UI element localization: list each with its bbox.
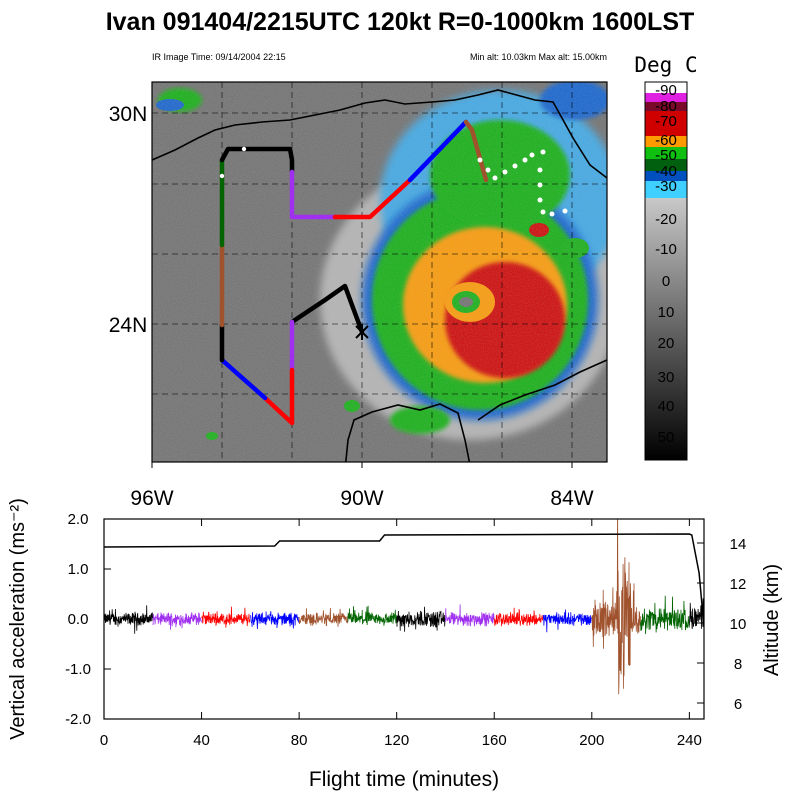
x-tick-label: 80: [291, 732, 308, 749]
x-tick-label: 200: [579, 732, 604, 749]
dropsonde-points: [219, 146, 568, 217]
colorbar-tick-label: -10: [655, 241, 677, 258]
colorbar-tick-label: 40: [658, 398, 675, 415]
satellite-map: 30N 24N 96W 90W 84W: [109, 81, 608, 510]
altitude-line: [104, 533, 704, 628]
x-tick-label: 40: [193, 732, 210, 749]
y-right-tick-label: 12: [730, 576, 747, 593]
acceleration-series: [640, 595, 690, 635]
colorbar-tick-label: -30: [655, 178, 677, 195]
ir-image-time: IR Image Time: 09/14/2004 22:15: [152, 52, 286, 62]
x-axis-label: Flight time (minutes): [309, 768, 499, 791]
y-right-tick-label: 14: [730, 536, 747, 553]
lon-label: 84W: [550, 487, 593, 510]
colorbar-tick-label: 30: [658, 369, 675, 386]
acceleration-series: [298, 607, 349, 627]
colorbar-tick-label: -40: [655, 163, 677, 180]
acceleration-series: [249, 611, 300, 630]
acceleration-series: [591, 519, 641, 695]
acceleration-series: [347, 605, 397, 626]
acceleration-series: [689, 598, 704, 629]
colorbar-tick-label: -60: [655, 132, 677, 149]
colorbar-tick-label: 20: [658, 335, 675, 352]
acceleration-series: [493, 607, 544, 627]
colorbar-tick-label: 10: [658, 304, 675, 321]
lon-label: 90W: [340, 487, 383, 510]
y-tick-label: 2.0: [68, 511, 89, 528]
lon-tick-labels: 96W 90W 84W: [130, 487, 593, 510]
track-end-marker: [355, 324, 369, 340]
chart-title: Ivan 091404/2215UTC 120kt R=0-1000km 160…: [106, 8, 695, 36]
acceleration-series: [152, 612, 202, 630]
colorbar: Deg C -90-80-70 -60-50-40-30 -20 -10 0 10 20 30…: [634, 53, 698, 461]
acceleration-series: [396, 606, 446, 632]
colorbar-tick-label: -70: [655, 113, 677, 130]
colorbar-tick-label: -20: [655, 211, 677, 228]
colorbar-tick-label: 0: [662, 273, 670, 290]
y-tick-label: -1.0: [65, 661, 91, 678]
lat-tick-labels: 30N 24N: [109, 103, 148, 337]
y-tick-label: 0.0: [68, 611, 89, 628]
x-tick-label: 120: [384, 732, 409, 749]
coastlines: [152, 89, 607, 462]
colorbar-title: Deg C: [634, 53, 697, 77]
y-axis-label-right: Altitude (km): [761, 564, 783, 676]
acceleration-plot: 0 40 80 120 160 200 240 2.0 1.0 0.0 -1.0 -2.0 6 8 10…: [7, 498, 783, 791]
altitude-range-text: Min alt: 10.03km Max alt: 15.00km: [470, 52, 607, 62]
x-tick-label: 160: [482, 732, 507, 749]
lat-label: 30N: [109, 103, 148, 126]
acceleration-series: [445, 604, 495, 627]
y-right-tick-label: 10: [730, 616, 747, 633]
map-frame: [151, 81, 608, 463]
y-axis-label: Vertical acceleration (ms⁻²): [7, 498, 29, 740]
colorbar-tick-label: 50: [658, 429, 675, 446]
y-right-tick-label: 8: [734, 656, 742, 673]
lat-label: 24N: [109, 314, 148, 337]
y-right-tick-label: 6: [734, 696, 742, 713]
acceleration-series: [542, 609, 592, 633]
x-tick-label: 240: [677, 732, 702, 749]
y-tick-label: 1.0: [68, 561, 89, 578]
acceleration-series: [104, 605, 153, 634]
flight-track: [219, 119, 489, 426]
colorbar-tick-label: -90: [655, 82, 677, 99]
colorbar-tick-label: -80: [655, 98, 677, 115]
colorbar-tick-label: -50: [655, 147, 677, 164]
y-tick-label: -2.0: [65, 711, 91, 728]
lon-label: 96W: [130, 487, 173, 510]
x-tick-label: 0: [100, 732, 108, 749]
acceleration-series: [201, 606, 251, 628]
